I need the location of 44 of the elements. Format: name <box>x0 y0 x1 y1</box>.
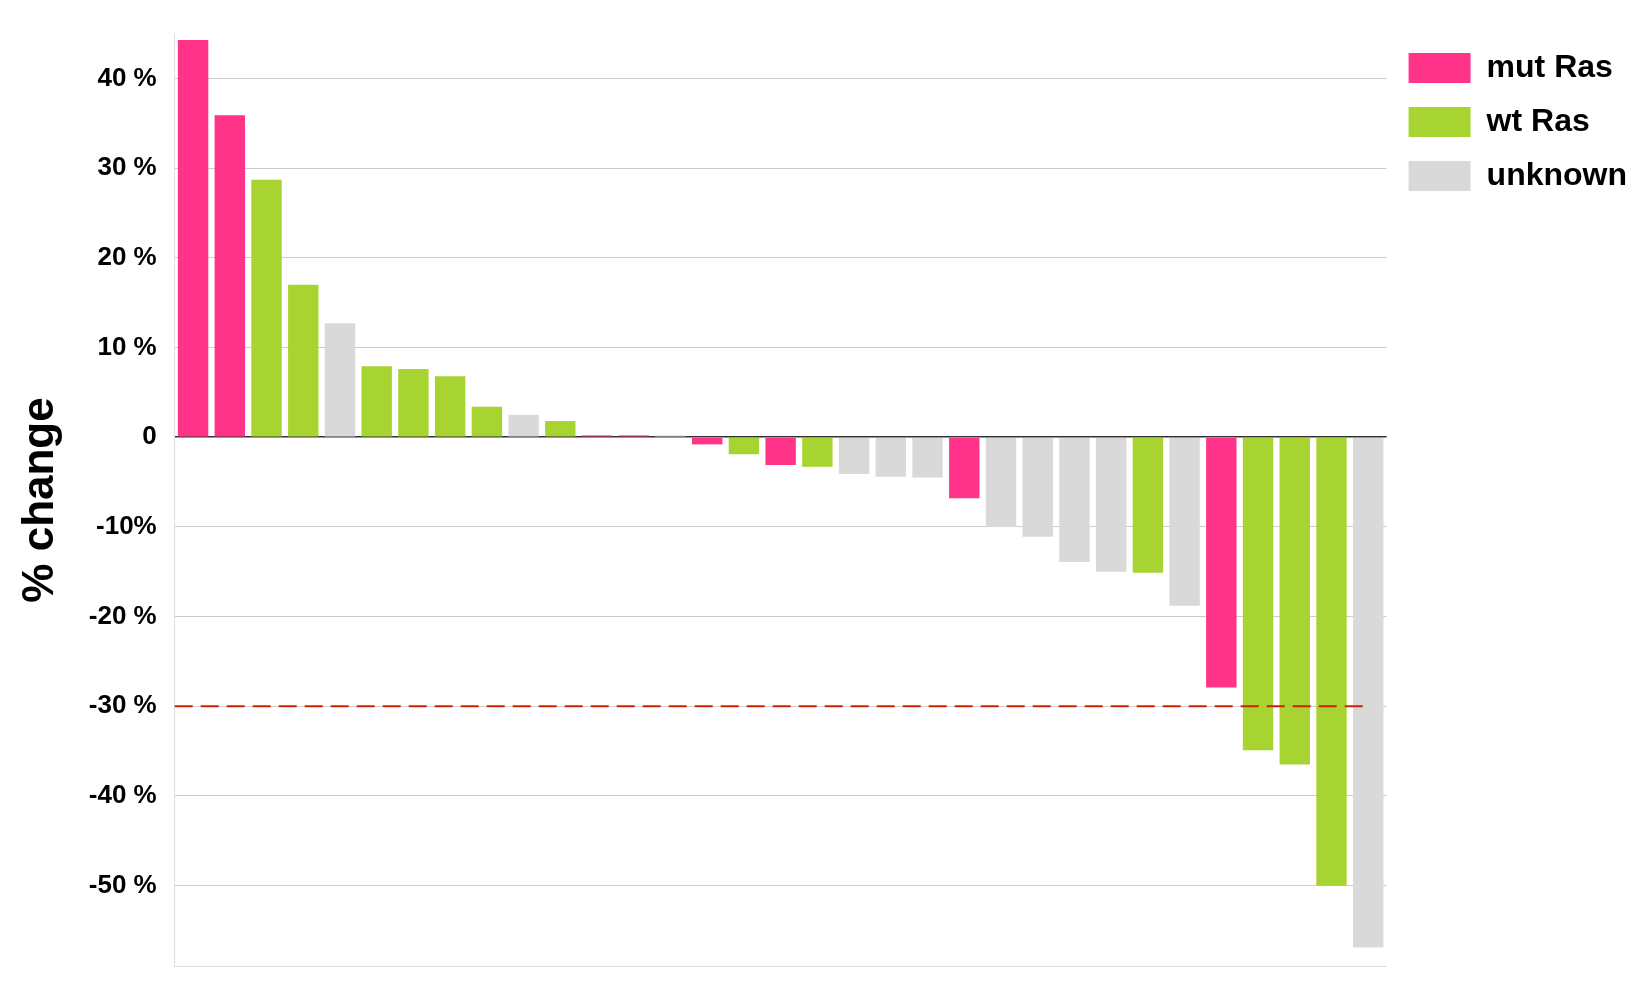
y-tick-label: 0 <box>142 420 157 451</box>
bar <box>1316 437 1347 886</box>
bar <box>692 437 723 445</box>
bar <box>434 376 466 437</box>
bar <box>1169 437 1200 606</box>
legend-label: wt Ras <box>1485 101 1590 138</box>
bar <box>545 421 576 437</box>
bar <box>949 437 980 499</box>
bar <box>1059 437 1090 562</box>
y-tick-label: -50 % <box>88 868 157 899</box>
y-axis-title: % change <box>12 397 62 603</box>
bar <box>802 437 833 467</box>
bar <box>765 437 796 466</box>
bar <box>251 179 282 437</box>
bar <box>728 437 760 455</box>
y-tick-label: -20 % <box>88 599 157 630</box>
bar <box>214 115 246 437</box>
bar <box>912 437 943 478</box>
bar <box>508 414 539 437</box>
bar <box>875 437 907 477</box>
y-tick-label: -30 % <box>88 689 157 720</box>
y-tick-label: 30 % <box>97 151 157 182</box>
bar <box>1206 437 1237 688</box>
bar <box>1353 437 1384 948</box>
bar <box>471 406 503 437</box>
legend-label: mut Ras <box>1486 47 1613 84</box>
bar <box>324 323 356 437</box>
bar <box>1242 437 1274 751</box>
bar <box>838 437 870 474</box>
y-tick-label: -40 % <box>88 779 157 810</box>
y-tick-label: 20 % <box>97 241 157 271</box>
y-tick-label: -10% <box>96 510 157 541</box>
bar <box>1279 437 1310 765</box>
bar <box>361 366 392 437</box>
bar <box>398 369 429 437</box>
bar <box>1132 437 1164 573</box>
bar <box>985 437 1017 527</box>
bar <box>288 284 319 437</box>
bar <box>177 39 209 437</box>
y-tick-label: 10 % <box>97 330 157 361</box>
y-tick-label: 40 % <box>97 61 157 92</box>
bar <box>1022 437 1053 537</box>
legend-label: unknown <box>1486 155 1627 192</box>
bar <box>1095 437 1127 572</box>
